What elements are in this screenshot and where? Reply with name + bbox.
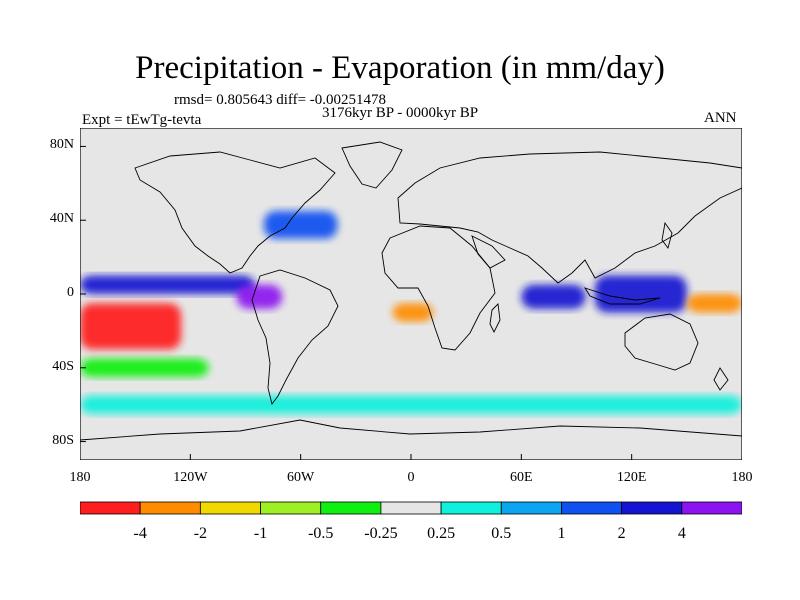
colorbar-label: 2 — [618, 525, 626, 542]
coastline-arabia — [471, 235, 506, 269]
colorbar-box — [199, 501, 261, 515]
field-region — [80, 303, 182, 350]
axes — [80, 145, 742, 460]
y-tick-label: 40S — [52, 358, 74, 374]
colorbar-label: 0.5 — [491, 525, 511, 542]
field-region — [80, 358, 209, 377]
colorbar-label: 1 — [557, 525, 565, 542]
coastline-madagascar — [489, 303, 501, 334]
colorbar-box — [500, 501, 562, 515]
colorbar-box — [139, 501, 201, 515]
field-region — [80, 395, 742, 414]
coastline-north-america — [134, 151, 336, 274]
field-region — [594, 275, 687, 313]
chart-title: Precipitation - Evaporation (in mm/day) — [135, 50, 665, 86]
y-tick-label: 40N — [49, 211, 74, 227]
colorbar-box — [380, 501, 442, 515]
coastline-indonesia — [583, 287, 661, 305]
x-tick-label: 0 — [407, 470, 415, 485]
coastline-antarctica — [80, 419, 742, 460]
field-region — [521, 284, 586, 309]
coastline-eurasia — [397, 151, 742, 284]
period-label: 3176kyr BP - 0000kyr BP — [322, 105, 479, 121]
colorbar-box — [260, 501, 322, 515]
colorbar-label: -2 — [194, 525, 207, 542]
y-tick-label: 80N — [49, 137, 74, 153]
x-tick-label: 60W — [287, 470, 315, 485]
coastline-japan — [661, 221, 673, 250]
colorbar-label: -1 — [254, 525, 267, 542]
colorbar-box — [80, 501, 141, 515]
x-tick-label: 60E — [510, 470, 533, 485]
colorbar-label: 0.25 — [427, 525, 455, 542]
colorbar-box — [681, 501, 742, 515]
field-region — [686, 294, 742, 313]
colorbar-box — [561, 501, 623, 515]
colorbar-label: -0.5 — [308, 525, 333, 542]
x-tick-label: 180 — [69, 470, 91, 485]
colorbar-box — [440, 501, 502, 515]
x-tick-label: 120E — [616, 470, 647, 485]
experiment-label: Expt = tEwTg-tevta — [82, 112, 202, 128]
y-tick-label: 0 — [67, 285, 74, 300]
coastline-australia — [624, 313, 699, 371]
coastline-greenland — [341, 141, 403, 189]
stats-label: rmsd= 0.805643 diff= -0.00251478 — [174, 92, 387, 108]
coastlines — [80, 141, 742, 460]
coastline-new-zealand — [713, 367, 729, 391]
map-plot — [80, 128, 742, 460]
colorbar-label: 4 — [678, 525, 686, 542]
field-region — [80, 275, 255, 294]
colorbar-box — [621, 501, 683, 515]
x-tick-label: 120W — [173, 470, 208, 485]
y-tick-label: 80S — [52, 432, 74, 448]
coastline-africa — [381, 225, 496, 351]
colorbar-label: -0.25 — [364, 525, 397, 542]
field-region — [392, 303, 434, 322]
field-layer — [80, 211, 742, 414]
colorbar: -4 -2 -1 -0.5 -0.25 0.25 0.5 1 2 4 — [80, 501, 742, 542]
field-region — [263, 211, 338, 239]
field-region — [236, 284, 283, 309]
coastline-south-america — [251, 269, 339, 406]
colorbar-box — [320, 501, 382, 515]
season-label: ANN — [704, 110, 737, 126]
colorbar-label: -4 — [134, 525, 147, 542]
x-tick-label: 180 — [731, 470, 753, 485]
